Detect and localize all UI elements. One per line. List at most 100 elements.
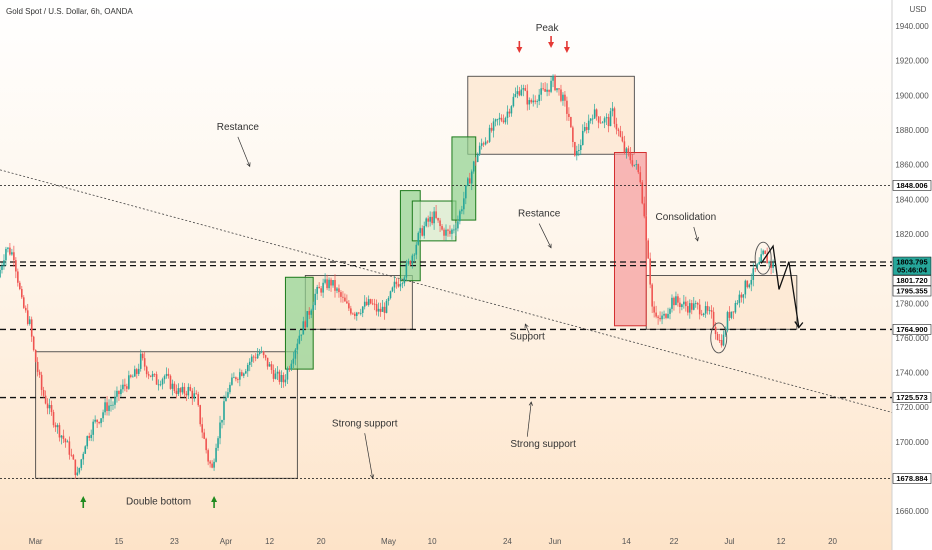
candle-body (659, 317, 661, 320)
candle-body (409, 261, 412, 265)
candle-body (22, 297, 25, 308)
candle-body (591, 118, 594, 120)
candle-body (264, 355, 267, 358)
candle-body (740, 294, 743, 298)
y-tick-label: 1840.000 (895, 195, 929, 204)
candle-body (748, 284, 751, 288)
price-tag-label: 1801.720 (896, 276, 927, 285)
candle-body (227, 392, 229, 398)
candle-body (310, 310, 313, 315)
x-tick-label: 10 (428, 537, 437, 546)
price-tag-label: 1764.900 (896, 325, 927, 334)
candle-body (508, 111, 511, 114)
candle-body (425, 218, 427, 227)
candle-body (467, 178, 469, 186)
candle-body (423, 226, 425, 236)
candle-body (221, 419, 223, 423)
candle-body (308, 311, 311, 315)
candle-body (675, 296, 677, 306)
x-tick-label: 20 (828, 537, 837, 546)
horizontal-levels (0, 185, 892, 479)
candle-body (758, 261, 760, 265)
candle-body (40, 374, 43, 390)
candle-body (0, 270, 1, 278)
candle-body (348, 303, 350, 309)
candle-body (520, 89, 523, 96)
candle-body (38, 371, 41, 375)
bottom-arrow (80, 496, 87, 508)
candle-body (244, 371, 247, 374)
annotation-label: Support (510, 332, 545, 343)
candle-body (615, 123, 618, 130)
annotation-label: Consolidation (656, 212, 717, 223)
peak-arrow (563, 41, 570, 53)
candle-body (548, 89, 550, 92)
candle-body (354, 313, 356, 316)
candle-body (340, 292, 342, 297)
candle-body (78, 467, 81, 473)
candle-body (338, 288, 340, 293)
price-tag-box (892, 324, 932, 335)
candle-body (258, 351, 261, 354)
annotation-pointer-head (246, 162, 251, 168)
candle-body (649, 258, 651, 285)
candle-body (585, 127, 588, 130)
price-tag-label: 1795.355 (896, 287, 927, 296)
candle-body (673, 297, 675, 306)
candle-body (363, 301, 366, 307)
candle-body (46, 403, 49, 409)
x-tick-label: May (381, 537, 396, 546)
candle-body (361, 306, 364, 313)
symbol-title: Gold Spot / U.S. Dollar, 6h, OANDA (6, 7, 133, 16)
candle-body (566, 100, 568, 114)
candle-body (296, 343, 299, 350)
drop-box (613, 151, 647, 327)
candle-body (54, 425, 57, 428)
projection-path (760, 244, 800, 328)
candle-body (696, 303, 699, 305)
candle-body (722, 334, 725, 346)
candle-body (96, 419, 98, 422)
annotation-label: Peak (536, 23, 560, 34)
candle-body (151, 373, 154, 377)
candle-body (730, 311, 733, 318)
y-tick-label: 1940.000 (895, 22, 929, 31)
annotation-pointer (693, 226, 699, 241)
candle-body (13, 252, 15, 261)
time-axis: Mar 15 23 Apr 12 20 May 10 24 Jun 14 22 Jul 12 20 (29, 537, 838, 546)
candle-body (465, 185, 467, 199)
candle-body (560, 89, 562, 101)
candle-body (346, 301, 348, 304)
candle-body (603, 118, 606, 123)
candle-body (433, 211, 435, 224)
candle-body (413, 254, 416, 256)
candle-body (516, 91, 519, 95)
candle-body (744, 280, 747, 295)
candle-body (667, 313, 669, 318)
candle-body (292, 358, 295, 364)
candle-body (375, 304, 378, 312)
candle-body (141, 353, 144, 359)
candle-body (268, 364, 271, 367)
candle-body (254, 357, 257, 359)
impulse-1-box (284, 276, 314, 370)
candle-body (637, 164, 640, 173)
candle-body (88, 436, 90, 438)
candle-body (449, 230, 451, 234)
annotation-label: Restance (217, 122, 260, 133)
y-tick-label: 1820.000 (895, 230, 929, 239)
candle-body (94, 419, 96, 422)
candle-body (114, 396, 116, 405)
candle-body (687, 306, 689, 313)
candle-body (68, 441, 71, 455)
x-tick-label: 12 (777, 537, 786, 546)
candle-body (496, 119, 499, 120)
currency-label: USD (910, 5, 927, 14)
price-tag-box (892, 285, 932, 297)
candle-body (762, 250, 764, 255)
candle-body (718, 340, 721, 341)
annotation-pointer-head (528, 401, 533, 406)
candle-body (153, 373, 156, 375)
candle-body (377, 308, 380, 312)
candle-body (7, 247, 9, 249)
